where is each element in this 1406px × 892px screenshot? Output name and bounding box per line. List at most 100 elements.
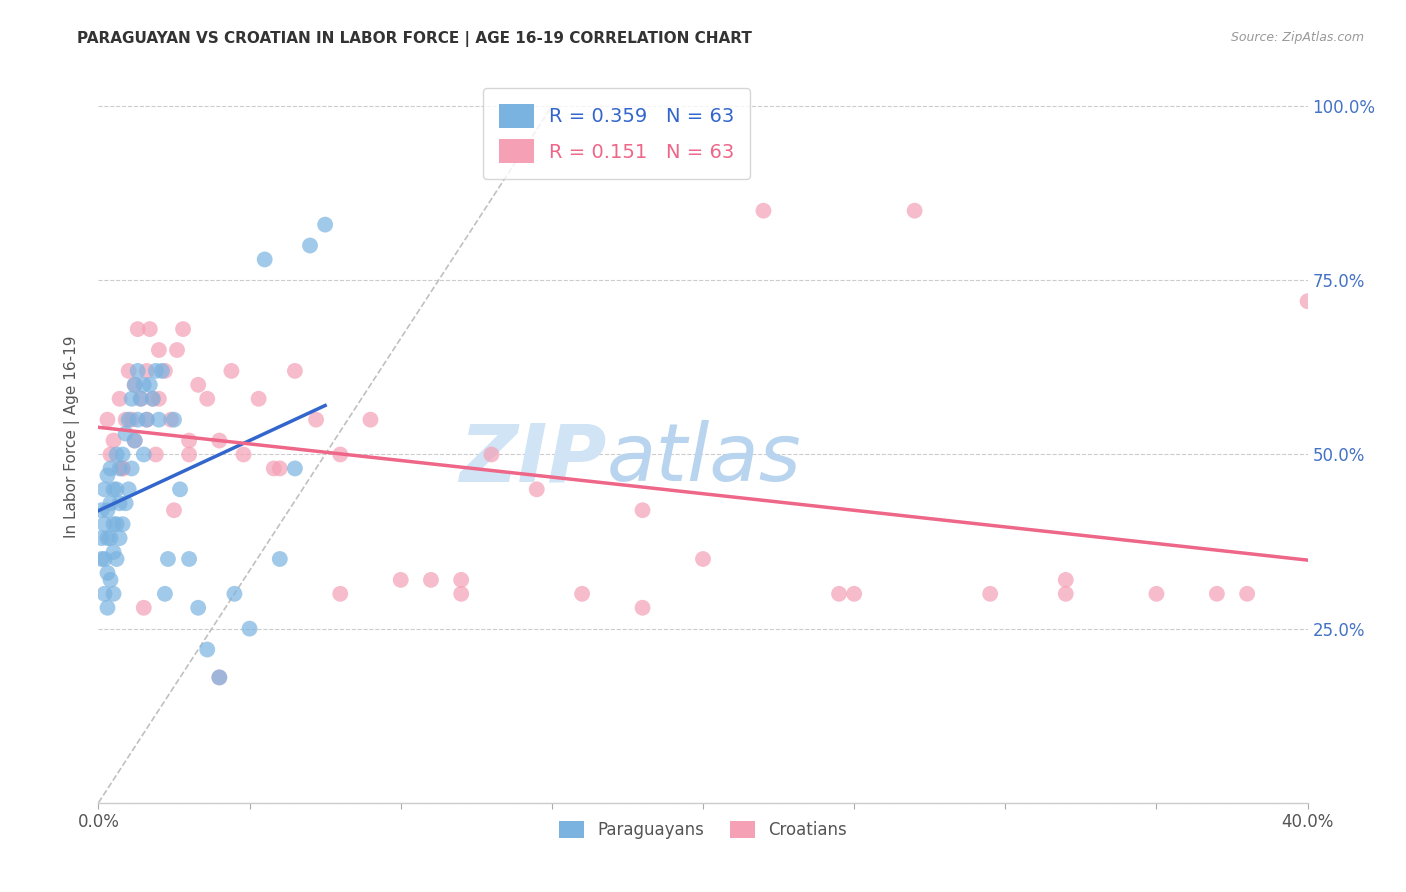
Point <box>187 377 209 392</box>
Point <box>153 364 176 378</box>
Point <box>389 573 412 587</box>
Point <box>118 412 141 426</box>
Point <box>450 573 472 587</box>
Legend: Paraguayans, Croatians: Paraguayans, Croatians <box>553 814 853 846</box>
Point <box>132 600 155 615</box>
Point <box>692 552 714 566</box>
Point <box>90 503 112 517</box>
Point <box>221 364 243 378</box>
Point <box>163 503 186 517</box>
Point <box>93 587 115 601</box>
Point <box>129 392 152 406</box>
Point <box>239 622 262 636</box>
Point <box>179 448 201 462</box>
Point <box>263 461 285 475</box>
Point <box>571 587 593 601</box>
Point <box>114 426 136 441</box>
Point <box>1236 587 1258 601</box>
Point <box>142 392 165 406</box>
Point <box>139 377 162 392</box>
Point <box>828 587 851 601</box>
Point <box>752 203 775 218</box>
Point <box>269 552 291 566</box>
Point <box>247 392 270 406</box>
Point <box>121 412 143 426</box>
Point <box>124 434 146 448</box>
Point <box>108 531 131 545</box>
Point <box>299 238 322 252</box>
Point <box>253 252 276 267</box>
Point <box>148 412 170 426</box>
Point <box>118 483 141 497</box>
Point <box>118 364 141 378</box>
Point <box>172 322 194 336</box>
Point <box>96 503 118 517</box>
Point <box>284 364 307 378</box>
Point <box>135 412 157 426</box>
Point <box>100 461 122 475</box>
Point <box>105 483 128 497</box>
Point <box>103 545 125 559</box>
Point <box>208 670 231 684</box>
Point <box>631 600 654 615</box>
Point <box>100 573 122 587</box>
Text: Source: ZipAtlas.com: Source: ZipAtlas.com <box>1230 31 1364 45</box>
Point <box>103 434 125 448</box>
Point <box>111 461 134 475</box>
Point <box>145 364 167 378</box>
Point <box>187 600 209 615</box>
Point <box>360 412 382 426</box>
Point <box>121 461 143 475</box>
Point <box>132 448 155 462</box>
Point <box>1144 587 1167 601</box>
Point <box>93 517 115 532</box>
Point <box>1206 587 1229 601</box>
Point <box>111 461 134 475</box>
Point <box>90 531 112 545</box>
Point <box>150 364 173 378</box>
Point <box>132 377 155 392</box>
Point <box>169 483 191 497</box>
Point <box>135 364 157 378</box>
Point <box>96 412 118 426</box>
Point <box>153 587 176 601</box>
Point <box>96 566 118 580</box>
Point <box>844 587 866 601</box>
Point <box>103 587 125 601</box>
Point <box>93 552 115 566</box>
Point <box>979 587 1001 601</box>
Point <box>179 434 201 448</box>
Point <box>904 203 927 218</box>
Point <box>103 517 125 532</box>
Point <box>93 483 115 497</box>
Point <box>100 448 122 462</box>
Point <box>100 531 122 545</box>
Point <box>114 496 136 510</box>
Point <box>90 552 112 566</box>
Point <box>108 461 131 475</box>
Point <box>96 600 118 615</box>
Point <box>232 448 254 462</box>
Point <box>1296 294 1319 309</box>
Point <box>208 434 231 448</box>
Point <box>105 552 128 566</box>
Point <box>142 392 165 406</box>
Point <box>163 412 186 426</box>
Point <box>129 392 152 406</box>
Point <box>124 434 146 448</box>
Point <box>420 573 443 587</box>
Point <box>139 322 162 336</box>
Point <box>127 364 149 378</box>
Y-axis label: In Labor Force | Age 16-19: In Labor Force | Age 16-19 <box>63 335 80 539</box>
Point <box>114 412 136 426</box>
Point <box>224 587 246 601</box>
Point <box>314 218 336 232</box>
Text: PARAGUAYAN VS CROATIAN IN LABOR FORCE | AGE 16-19 CORRELATION CHART: PARAGUAYAN VS CROATIAN IN LABOR FORCE | … <box>77 31 752 47</box>
Point <box>145 448 167 462</box>
Point <box>305 412 328 426</box>
Point <box>329 448 352 462</box>
Point <box>121 392 143 406</box>
Point <box>148 392 170 406</box>
Text: ZIP: ZIP <box>458 420 606 498</box>
Point <box>135 412 157 426</box>
